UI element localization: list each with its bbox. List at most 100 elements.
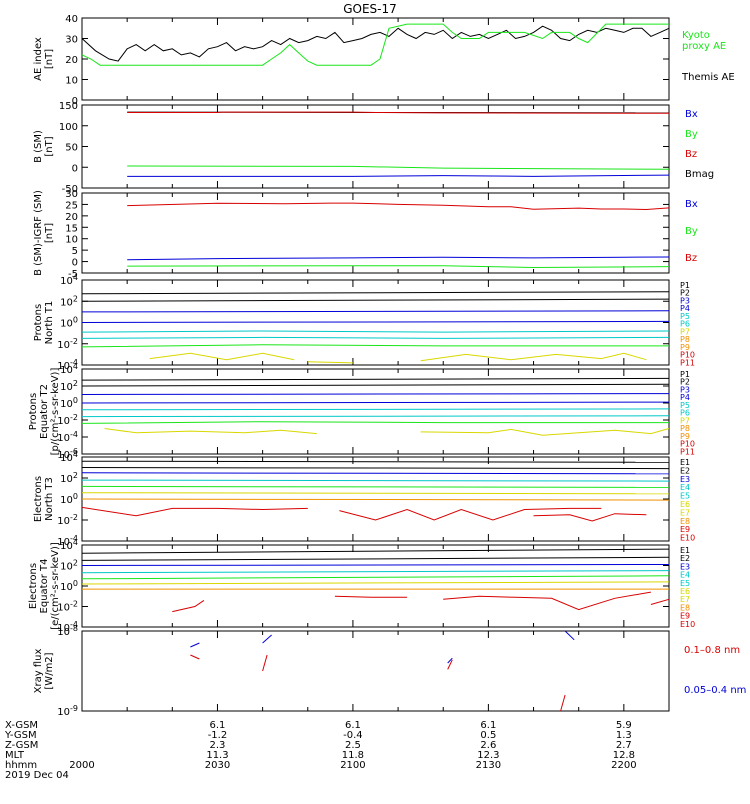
legend-entry: Themis AE [681, 72, 735, 83]
data-series-line [190, 642, 200, 648]
y-tick-label: 10-4 [57, 358, 78, 372]
data-series-line [81, 344, 669, 348]
data-series-line [127, 111, 670, 114]
y-tick-label: 10-8 [57, 624, 78, 638]
legend-entry: P2 [680, 378, 690, 387]
panel-frame [81, 368, 670, 455]
chart-title: GOES-17 [343, 2, 397, 16]
data-series-line [81, 467, 670, 470]
y-tick-label: 10-2 [57, 600, 78, 614]
legend-entry: P10 [680, 351, 695, 360]
x-tick-label: 2030 [205, 760, 230, 771]
y-tick-label: 15 [65, 223, 78, 234]
data-series-line [81, 291, 670, 295]
y-tick-label: 10-2 [57, 337, 78, 351]
ephemeris-row-label: Z-GSM [5, 740, 38, 751]
legend-entry: E10 [680, 620, 695, 629]
y-axis-label: [W/m2] [44, 652, 55, 689]
legend-entry: E5 [680, 492, 690, 501]
legend-entry: Bx [685, 109, 698, 120]
legend-entry: P7 [680, 416, 690, 425]
data-series-line [81, 383, 670, 387]
y-tick-label: 30 [65, 189, 78, 200]
y-tick-label: 30 [65, 35, 78, 46]
legend-entry: P8 [680, 335, 690, 344]
y-tick-label: 20 [65, 212, 78, 223]
data-series-line [81, 556, 670, 561]
data-series-line [81, 25, 670, 62]
y-axis-label: [e/(cm²-s-sr-keV)] [50, 542, 61, 630]
legend-entry: P8 [680, 424, 690, 433]
data-series-line [127, 256, 670, 261]
ephemeris-value: 11.3 [206, 750, 228, 761]
ephemeris-value: 5.9 [616, 720, 632, 731]
data-series-line [81, 408, 670, 411]
data-series-line [447, 659, 453, 670]
data-series-line [262, 654, 268, 672]
y-tick-label: 104 [60, 450, 78, 464]
y-tick-label: 100 [59, 122, 78, 133]
data-series-line [81, 330, 670, 333]
data-series-line [172, 599, 205, 613]
legend-entry: P1 [680, 281, 690, 290]
legend-entry: P1 [680, 370, 690, 379]
legend-entry: E1 [680, 458, 690, 467]
y-axis-label: Protons [33, 304, 44, 341]
x-tick-label: 2000 [69, 760, 94, 771]
legend-entry: 0.05–0.4 nm [684, 685, 746, 696]
ephemeris-row-label: X-GSM [5, 720, 38, 731]
data-series-line [533, 513, 647, 522]
y-axis-label: Electrons [28, 563, 39, 609]
legend-entry: E7 [680, 595, 690, 604]
legend-entry: E1 [680, 546, 690, 555]
data-series-line [81, 506, 308, 517]
data-series-line [81, 472, 670, 475]
legend-entry: Bz [685, 253, 697, 264]
legend-entry: E4 [680, 571, 690, 580]
data-series-line [447, 657, 453, 664]
legend-entry: E5 [680, 579, 690, 588]
y-axis-label: Equator T2 [39, 384, 50, 439]
data-series-line [420, 352, 647, 362]
ephemeris-value: 2.6 [480, 740, 496, 751]
y-axis-label: [nT] [44, 223, 55, 243]
y-tick-label: 0 [72, 96, 78, 107]
y-tick-label: 102 [60, 559, 78, 573]
data-series-line [81, 23, 669, 66]
data-series-line [81, 485, 670, 488]
data-series-line [81, 310, 670, 313]
data-series-line [81, 498, 670, 501]
y-axis-label: [nT] [44, 136, 55, 156]
ephemeris-value: 12.3 [477, 750, 499, 761]
y-tick-label: 150 [59, 101, 78, 112]
y-tick-label: -50 [62, 184, 78, 195]
data-series-line [81, 415, 670, 418]
y-tick-label: 0 [72, 258, 78, 269]
y-tick-label: 10-2 [57, 413, 78, 427]
data-series-line [149, 352, 295, 361]
data-series-line [307, 361, 353, 364]
x-tick-label: 2100 [340, 760, 365, 771]
y-tick-label: 100 [60, 316, 78, 330]
legend-entry: P3 [680, 296, 690, 305]
legend-entry: E2 [680, 554, 690, 563]
data-series-line [81, 298, 670, 302]
legend-entry: E8 [680, 603, 690, 612]
data-series-line [127, 265, 670, 269]
data-series-line [81, 581, 670, 585]
data-series-line [443, 591, 651, 611]
ephemeris-value: -1.2 [208, 730, 228, 741]
data-series-line [81, 570, 670, 574]
data-series-line [81, 401, 670, 404]
data-series-line [339, 507, 602, 521]
legend-entry: Bz [685, 149, 697, 160]
data-series-line [81, 479, 670, 482]
data-series-line [650, 598, 670, 605]
y-tick-label: 100 [60, 396, 78, 410]
data-series-line [127, 165, 670, 170]
legend-entry: P6 [680, 409, 690, 418]
panel-frame [81, 630, 670, 712]
data-series-line [190, 654, 200, 660]
legend-entry: proxy AE [682, 41, 726, 52]
